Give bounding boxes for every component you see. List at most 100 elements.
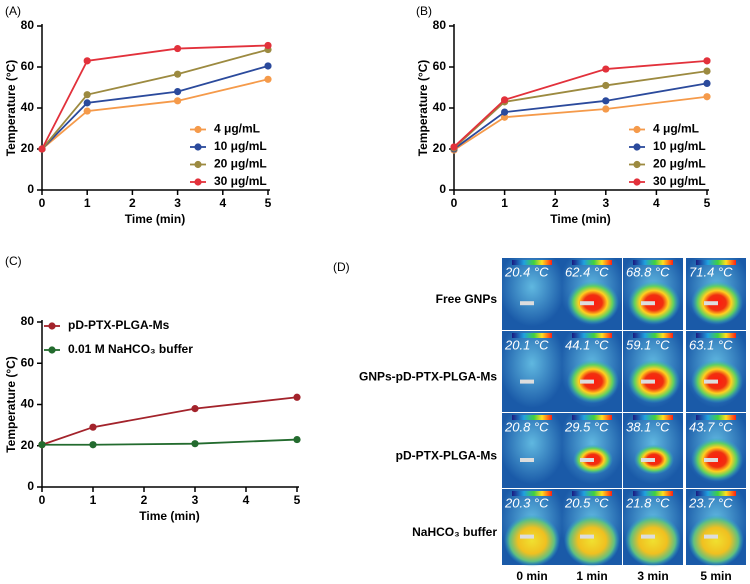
y-tick-label: 40 bbox=[21, 397, 35, 411]
temperature-label: 20.3 °C bbox=[504, 495, 549, 510]
temperature-label: 59.1 °C bbox=[626, 337, 670, 352]
temperature-label: 62.4 °C bbox=[565, 264, 609, 279]
x-tick-label: 3 bbox=[174, 196, 181, 210]
data-line bbox=[41, 44, 269, 150]
color-scale bbox=[633, 491, 673, 496]
y-axis-title: Temperature (°C) bbox=[4, 60, 18, 157]
color-scale bbox=[512, 491, 552, 496]
data-point bbox=[293, 435, 301, 444]
y-tick-label: 40 bbox=[21, 100, 35, 114]
color-scale bbox=[696, 491, 736, 496]
probe bbox=[520, 534, 534, 539]
heat-spot bbox=[688, 514, 744, 567]
data-point bbox=[264, 62, 272, 70]
data-point bbox=[450, 143, 458, 151]
data-point bbox=[38, 441, 46, 449]
y-tick-label: 80 bbox=[21, 314, 35, 328]
probe bbox=[520, 301, 534, 306]
panel-label: (B) bbox=[416, 4, 432, 18]
color-scale bbox=[572, 415, 612, 420]
data-line bbox=[453, 82, 708, 150]
data-point bbox=[174, 88, 182, 96]
color-scale bbox=[512, 333, 552, 338]
heat-spot bbox=[564, 514, 620, 567]
temperature-label: 71.4 °C bbox=[689, 264, 733, 279]
temperature-label: 63.1 °C bbox=[689, 337, 733, 352]
data-line bbox=[453, 95, 708, 151]
column-label: 0 min bbox=[516, 569, 547, 583]
thermal-image bbox=[502, 258, 562, 330]
data-point bbox=[83, 99, 91, 107]
x-tick-label: 4 bbox=[653, 196, 660, 210]
y-tick-label: 20 bbox=[21, 438, 35, 452]
data-line bbox=[41, 78, 269, 150]
x-tick-label: 4 bbox=[243, 493, 250, 507]
x-tick-label: 2 bbox=[129, 196, 136, 210]
data-point bbox=[174, 97, 182, 105]
probe bbox=[641, 379, 655, 384]
x-axis-title: Time (min) bbox=[139, 509, 199, 523]
temperature-label: 20.5 °C bbox=[564, 495, 609, 510]
legend-label: 30 μg/mL bbox=[653, 174, 706, 188]
data-point bbox=[174, 70, 182, 78]
probe bbox=[704, 534, 718, 539]
thermal-image bbox=[502, 331, 562, 412]
data-point bbox=[602, 81, 610, 90]
color-scale bbox=[696, 333, 736, 338]
data-point bbox=[293, 393, 301, 401]
data-point bbox=[501, 108, 509, 116]
legend-label: 0.01 M NaHCO₃ buffer bbox=[68, 342, 193, 356]
x-tick-label: 5 bbox=[704, 196, 711, 210]
row-label: Free GNPs bbox=[436, 292, 498, 306]
color-scale bbox=[696, 260, 736, 265]
legend-marker bbox=[194, 160, 202, 169]
y-tick-label: 0 bbox=[439, 182, 446, 196]
color-scale bbox=[696, 415, 736, 420]
column-label: 3 min bbox=[637, 569, 668, 583]
probe bbox=[704, 458, 718, 462]
probe bbox=[641, 301, 655, 306]
y-tick-label: 0 bbox=[27, 479, 34, 493]
legend-marker bbox=[194, 125, 202, 134]
panel-label: (D) bbox=[333, 260, 350, 274]
data-line bbox=[453, 70, 708, 149]
data-point bbox=[264, 75, 272, 83]
probe bbox=[704, 379, 718, 384]
y-tick-label: 60 bbox=[433, 59, 447, 73]
x-tick-label: 0 bbox=[39, 196, 46, 210]
x-tick-label: 5 bbox=[294, 493, 301, 507]
data-point bbox=[38, 145, 46, 153]
temperature-label: 68.8 °C bbox=[626, 264, 670, 279]
x-axis-title: Time (min) bbox=[550, 212, 610, 226]
legend-label: 4 μg/mL bbox=[653, 122, 699, 136]
color-scale bbox=[572, 333, 612, 338]
probe bbox=[704, 301, 718, 306]
data-line bbox=[41, 48, 269, 150]
x-tick-label: 2 bbox=[552, 196, 559, 210]
temperature-label: 23.7 °C bbox=[688, 495, 733, 510]
thermal-image bbox=[502, 413, 562, 488]
probe bbox=[580, 458, 594, 462]
data-point bbox=[89, 441, 97, 449]
color-scale bbox=[512, 415, 552, 420]
data-line bbox=[453, 59, 708, 148]
color-scale bbox=[572, 491, 612, 496]
legend-label: 20 μg/mL bbox=[653, 157, 706, 171]
panel-label: (A) bbox=[5, 4, 21, 18]
heat-spot bbox=[625, 514, 681, 567]
temperature-label: 29.5 °C bbox=[564, 419, 609, 434]
color-scale bbox=[633, 333, 673, 338]
x-tick-label: 2 bbox=[141, 493, 148, 507]
legend-marker bbox=[633, 178, 641, 186]
column-label: 1 min bbox=[576, 569, 607, 583]
legend-marker bbox=[194, 143, 202, 151]
data-point bbox=[703, 57, 711, 65]
legend-marker bbox=[633, 125, 641, 134]
data-point bbox=[602, 97, 610, 105]
x-tick-label: 0 bbox=[39, 493, 46, 507]
x-tick-label: 4 bbox=[219, 196, 226, 210]
legend-label: pD-PTX-PLGA-Ms bbox=[68, 318, 170, 332]
data-point bbox=[703, 93, 711, 101]
y-tick-label: 80 bbox=[21, 18, 35, 32]
data-point bbox=[703, 79, 711, 87]
